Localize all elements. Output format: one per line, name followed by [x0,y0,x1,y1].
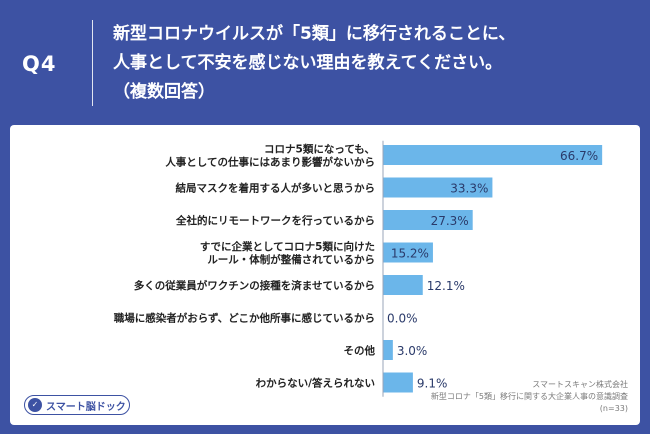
value-label: 9.1% [417,377,448,391]
category-label: 全社的にリモートワークを行っているから [175,214,375,227]
category-label: すでに企業としてコロナ5類に向けた [200,240,375,253]
category-label: 結局マスクを着用する人が多いと思うから [176,182,376,195]
category-label: 多くの従業員がワクチンの接種を済ませているから [134,279,375,292]
source-company: スマートスキャン株式会社 [532,380,628,389]
value-label: 3.0% [397,344,428,358]
brand-logo-text: スマート脳ドック [46,401,126,413]
value-label: 66.7% [560,149,598,163]
source-survey: 新型コロナ「5類」移行に関する大企業人事の意識調査 [430,392,628,401]
category-label: 職場に感染者がおらず、どこか他所事に感じているから [114,312,375,325]
bar [383,340,393,360]
bar [383,242,433,263]
question-number: Q4 [22,52,57,76]
question-line: 新型コロナウイルスが「5類」に移行されることに、 [113,24,516,44]
source-sample: (n=33) [599,404,628,413]
category-label: ルール・体制が整備されているから [207,253,375,266]
bar-chart: コロナ5類になっても、人事としての仕事にはあまり影響がないから 66.7% 結局マス… [114,140,603,397]
brain-check-icon: ✓ [28,398,42,412]
question-header: Q4 新型コロナウイルスが「5類」に移行されることに、 人事として不安を感じない… [0,0,650,122]
category-label: 人事としての仕事にはあまり影響がないから [165,156,375,169]
brand-logo: ✓ スマート脳ドック [24,395,130,415]
value-label: 15.2% [391,247,429,261]
value-label: 33.3% [450,182,488,196]
value-label: 0.0% [387,312,418,326]
bar [383,372,413,393]
bar [383,210,473,230]
value-label: 27.3% [431,214,469,228]
value-label: 12.1% [427,279,465,293]
source-note: スマートスキャン株式会社 新型コロナ「5類」移行に関する大企業人事の意識調査 (… [368,379,628,415]
bar [383,275,423,295]
bar [383,177,493,198]
header-divider [92,20,93,106]
question-line: 人事として不安を感じない理由を教えてください。 [113,53,503,73]
chart-panel: コロナ5類になっても、 人事としての仕事にはあまり影響がないから 66.7% 結局マス… [10,125,640,425]
question-text: 新型コロナウイルスが「5類」に移行されることに、 人事として不安を感じない理由を… [113,20,633,107]
category-label: わからない/答えられない [256,377,375,390]
bar [383,145,603,165]
category-label: その他 [344,344,376,357]
question-line: （複数回答） [113,82,215,102]
category-label: コロナ5類になっても、 [264,143,375,156]
